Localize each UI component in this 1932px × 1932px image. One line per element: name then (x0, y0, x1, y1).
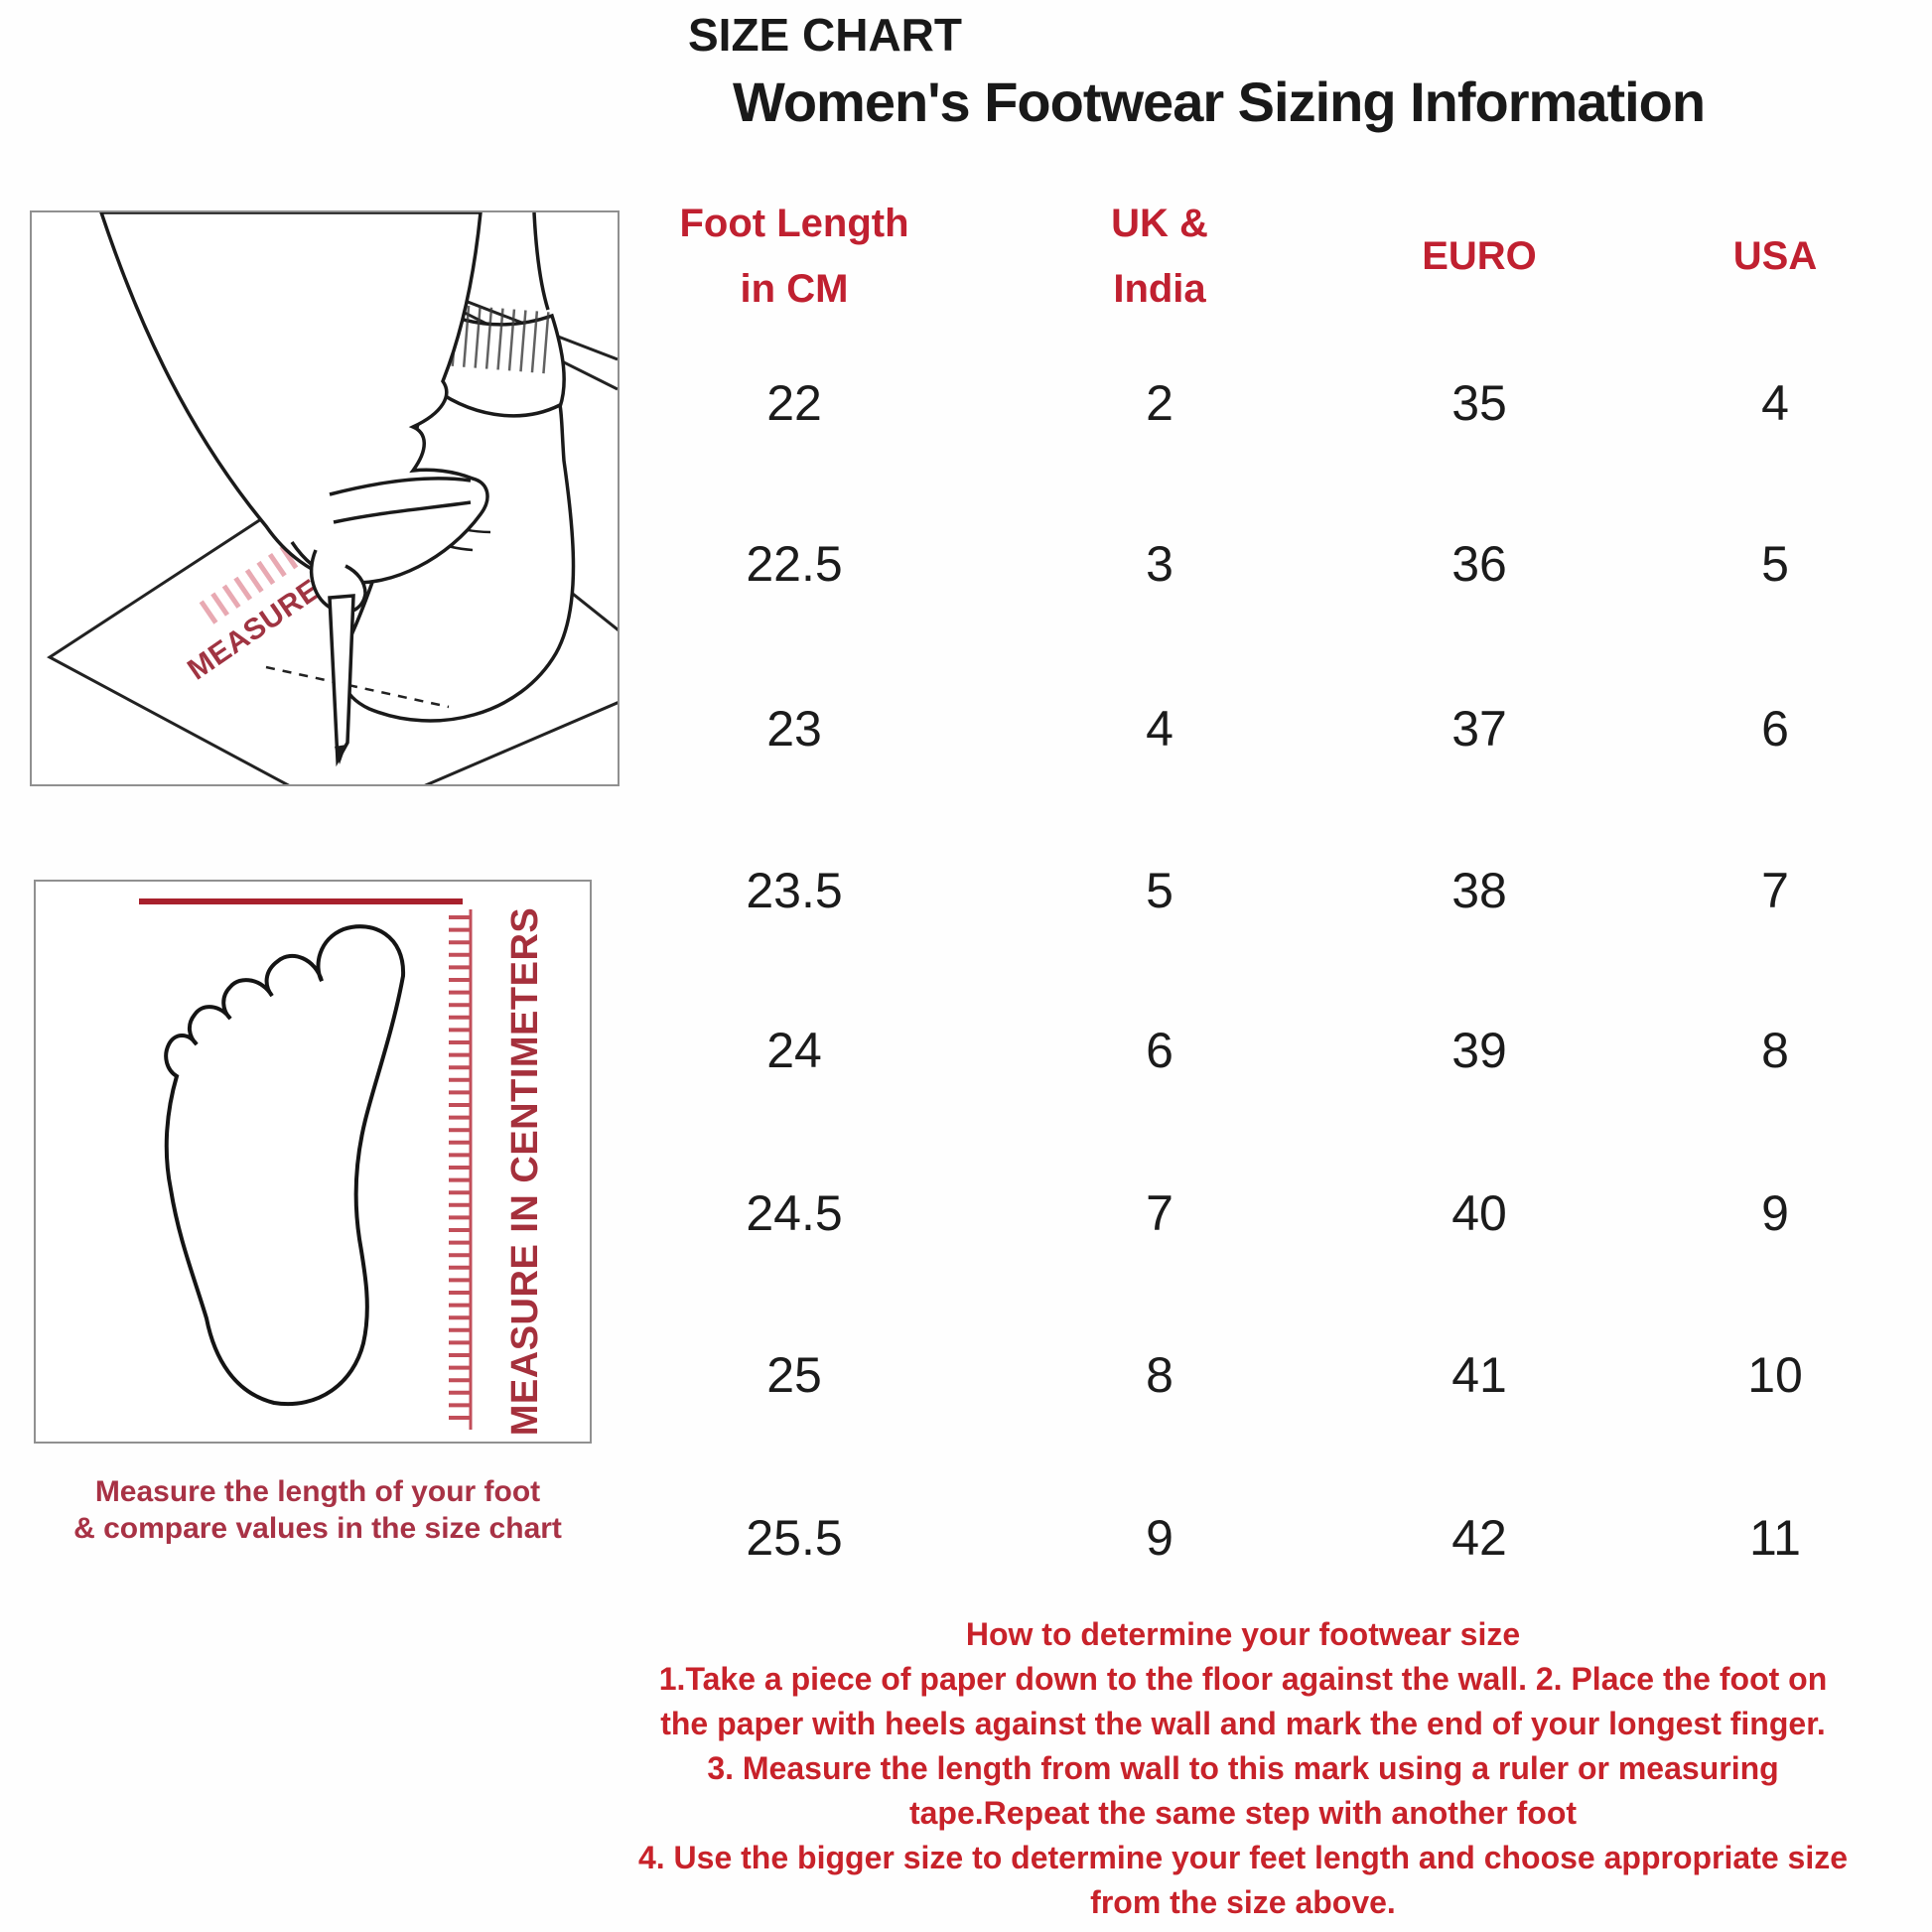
size-cell-uk-row6: 7 (1146, 1185, 1173, 1241)
column-header-cm: Foot Length in CM (679, 202, 909, 311)
size-cell-usa-row7: 10 (1747, 1347, 1803, 1403)
vertical-ruler-label: MEASURE IN CENTIMETERS (504, 907, 546, 1436)
size-cell-euro-row7: 41 (1451, 1347, 1507, 1403)
size-cell-uk-row4: 5 (1146, 863, 1173, 918)
size-cell-cm-row2: 22.5 (746, 536, 843, 592)
size-cell-cm-row3: 23 (766, 701, 822, 757)
footprint-caption: Measure the length of your foot & compar… (30, 1473, 606, 1547)
instruction-line-5: tape.Repeat the same step with another f… (908, 1795, 1578, 1831)
size-cell-usa-row4: 7 (1761, 863, 1789, 918)
page-subtitle: Women's Footwear Sizing Information (733, 70, 1706, 133)
size-cell-cm-row8: 25.5 (746, 1510, 843, 1566)
instruction-line-3: the paper with heels against the wall an… (660, 1706, 1826, 1741)
size-cell-usa-row6: 9 (1761, 1185, 1789, 1241)
size-cell-uk-row7: 8 (1146, 1347, 1173, 1403)
size-cell-usa-row3: 6 (1761, 701, 1789, 757)
size-cell-uk-row3: 4 (1146, 701, 1173, 757)
instruction-line-7: from the size above. (1090, 1884, 1396, 1920)
size-cell-uk-row1: 2 (1146, 375, 1173, 431)
diagonal-ruler-ticks (199, 408, 498, 624)
size-cell-usa-row2: 5 (1761, 536, 1789, 592)
instruction-line-1: How to determine your footwear size (965, 1616, 1521, 1652)
size-cell-cm-row5: 24 (766, 1023, 822, 1078)
instruction-line-2: 1.Take a piece of paper down to the floo… (658, 1661, 1828, 1697)
footprint-drawing: MEASURE IN CENTIMETERS (139, 898, 546, 1436)
size-cell-uk-row8: 9 (1146, 1510, 1173, 1566)
size-cell-cm-row7: 25 (766, 1347, 822, 1403)
instruction-line-4: 3. Measure the length from wall to this … (707, 1750, 1779, 1786)
size-cell-cm-row6: 24.5 (746, 1185, 843, 1241)
size-cell-euro-row2: 36 (1451, 536, 1507, 592)
size-cell-euro-row6: 40 (1451, 1185, 1507, 1241)
column-header-euro: EURO (1422, 234, 1537, 278)
footprint-caption-line2: & compare values in the size chart (73, 1512, 562, 1545)
size-cell-euro-row8: 42 (1451, 1510, 1507, 1566)
toe-mark-dashes (265, 665, 450, 709)
hand-with-pencil (98, 210, 489, 767)
size-cell-uk-row2: 3 (1146, 536, 1173, 592)
footprint-illustration: MEASURE IN CENTIMETERS (34, 880, 592, 1444)
footprint-caption-line1: Measure the length of your foot (94, 1475, 541, 1508)
footprint-outline (164, 924, 406, 1407)
size-cell-usa-row1: 4 (1761, 375, 1789, 431)
measure-foot-illustration: MEASURE IN CENTIMETERS (30, 210, 680, 820)
column-header-uk: UK & India (1111, 202, 1208, 311)
size-cell-uk-row5: 6 (1146, 1023, 1173, 1078)
size-cell-usa-row5: 8 (1761, 1023, 1789, 1078)
size-cell-euro-row5: 39 (1451, 1023, 1507, 1078)
size-cell-euro-row3: 37 (1451, 701, 1507, 757)
instruction-line-6: 4. Use the bigger size to determine your… (637, 1840, 1849, 1875)
size-cell-usa-row8: 11 (1749, 1510, 1801, 1566)
size-cell-euro-row1: 35 (1451, 375, 1507, 431)
column-header-usa: USA (1732, 234, 1818, 278)
how-to-instructions: How to determine your footwear size 1.Tak… (469, 1612, 1932, 1925)
size-cell-euro-row4: 38 (1451, 863, 1507, 918)
page-title: SIZE CHART (688, 9, 962, 61)
size-cell-cm-row1: 22 (766, 375, 822, 431)
size-cell-cm-row4: 23.5 (746, 863, 843, 918)
measure-foot-drawing: MEASURE IN CENTIMETERS (47, 210, 680, 820)
